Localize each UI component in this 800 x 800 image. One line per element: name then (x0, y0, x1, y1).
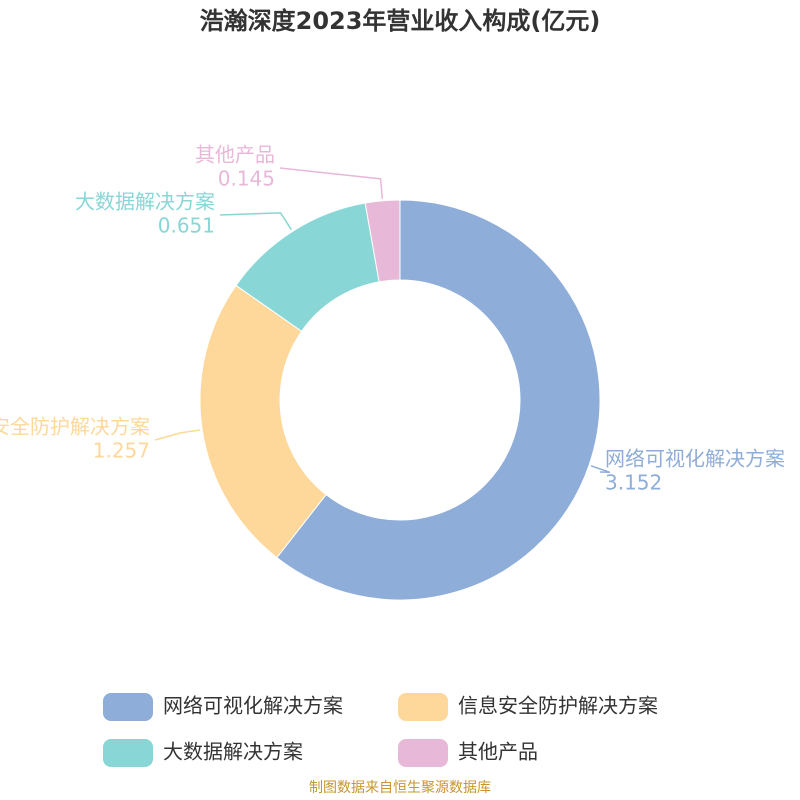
slice-label: 大数据解决方案 (75, 190, 215, 214)
slice-label: 网络可视化解决方案 (605, 447, 785, 471)
legend-label: 其他产品 (458, 740, 538, 764)
leader-line (279, 167, 384, 199)
legend-swatch (398, 739, 448, 767)
slice-value: 0.651 (158, 214, 215, 238)
legend-swatch (103, 739, 153, 767)
donut-slice (276, 199, 601, 601)
donut-slice (364, 199, 401, 283)
leader-line (590, 465, 611, 474)
legend-swatch (103, 693, 153, 721)
slice-value: 1.257 (93, 439, 150, 463)
source-note: 制图数据来自恒生聚源数据库 (309, 780, 491, 796)
leader-line (154, 429, 201, 441)
chart-title: 浩瀚深度2023年营业收入构成(亿元) (200, 7, 601, 35)
legend-label: 网络可视化解决方案 (163, 694, 343, 718)
leader-line (219, 212, 292, 231)
legend-swatch (398, 693, 448, 721)
donut-slice (199, 284, 327, 559)
legend-label: 信息安全防护解决方案 (458, 694, 658, 718)
slice-value: 3.152 (605, 471, 662, 495)
slice-value: 0.145 (218, 167, 275, 191)
legend-label: 大数据解决方案 (163, 740, 303, 764)
slice-label: 信息安全防护解决方案 (0, 415, 150, 439)
slice-label: 其他产品 (195, 143, 275, 167)
